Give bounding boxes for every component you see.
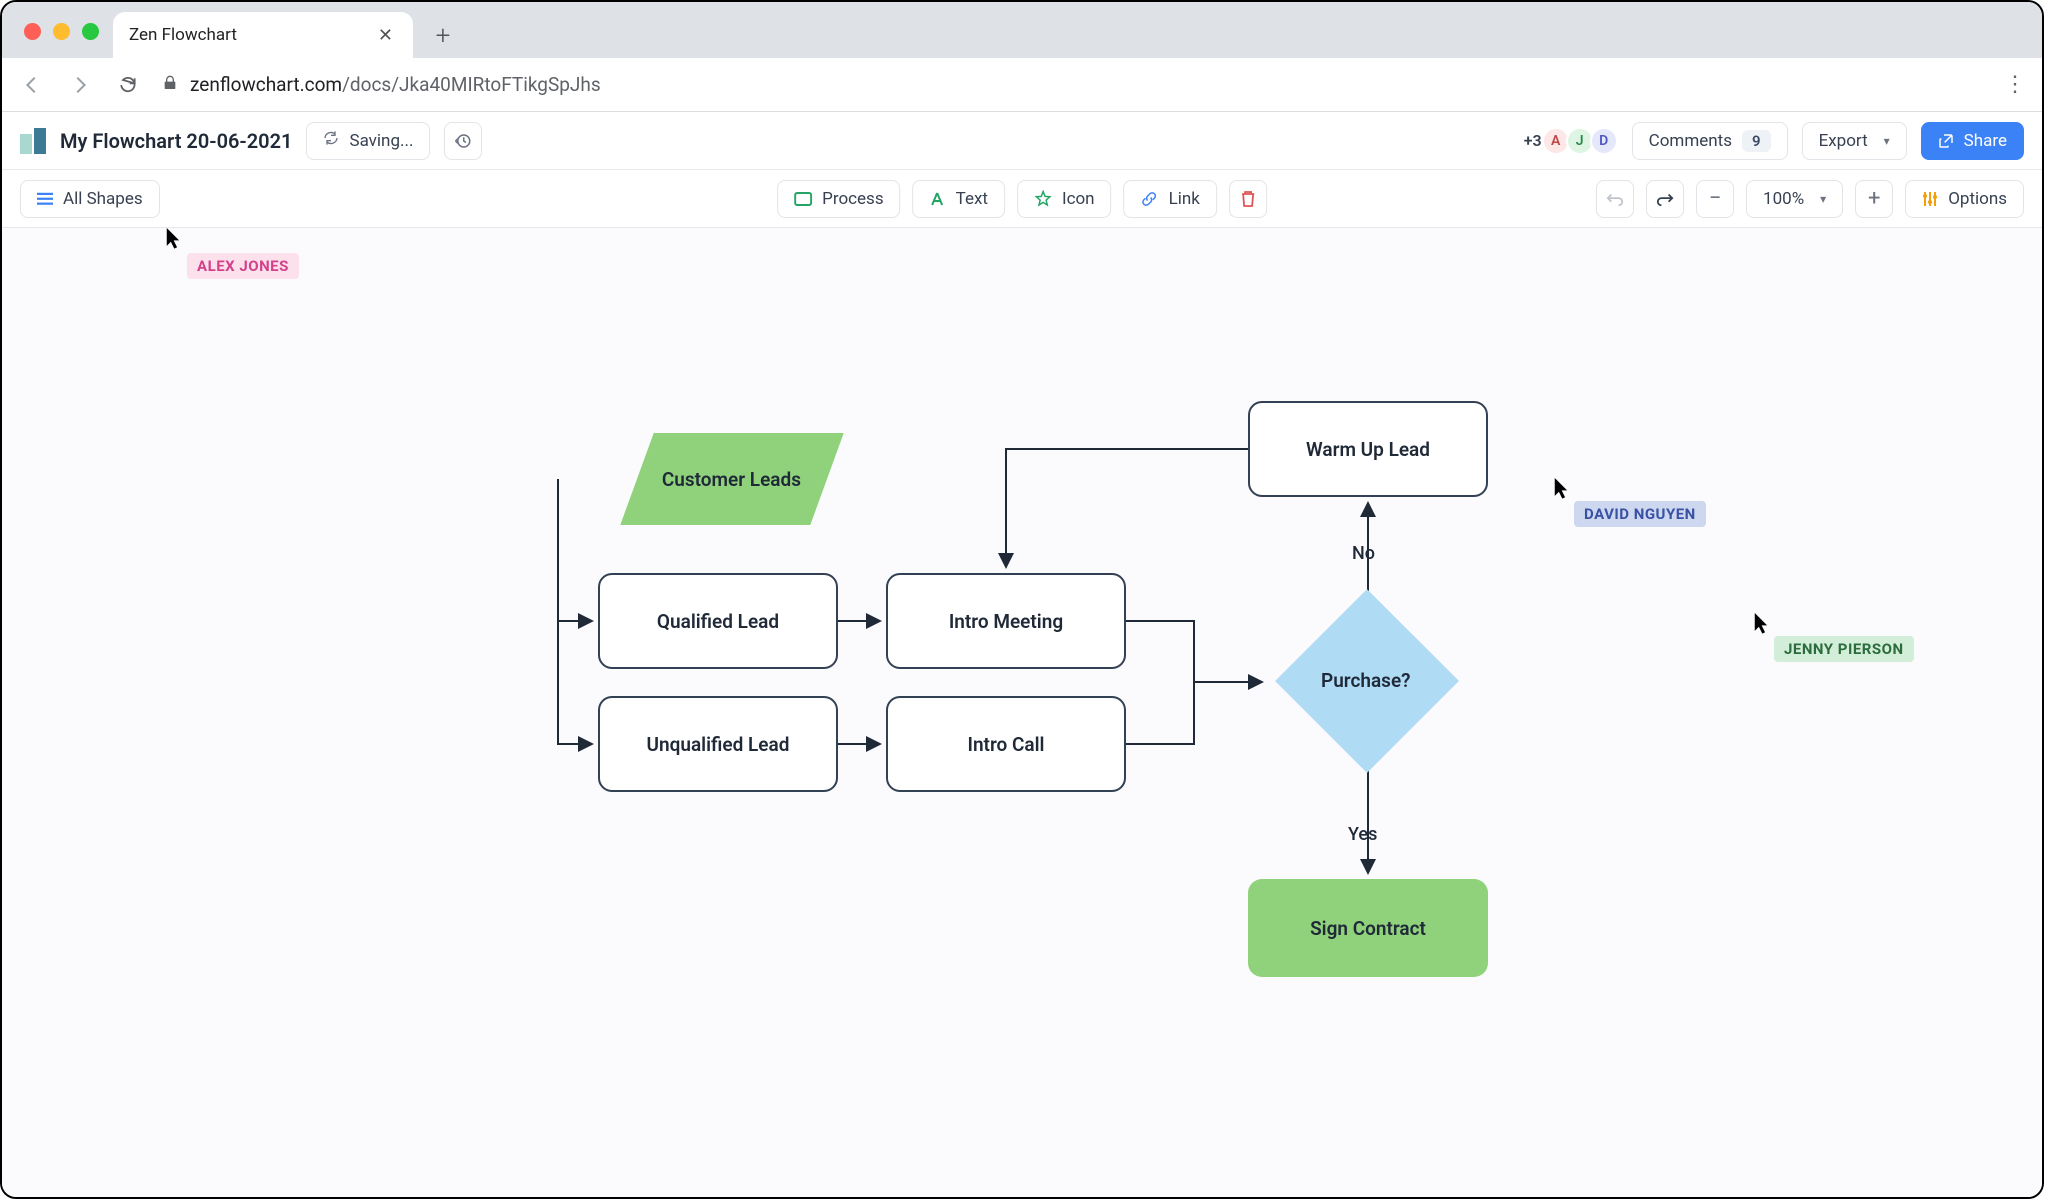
browser-tab[interactable]: Zen Flowchart ✕ (113, 12, 413, 58)
text-tool-button[interactable]: Text (913, 180, 1005, 218)
collaborator-cursor-icon (1754, 613, 1772, 635)
text-icon (930, 191, 946, 207)
browser-tabbar: Zen Flowchart ✕ + (2, 2, 2042, 58)
process-icon (794, 192, 812, 206)
node-label: Intro Meeting (949, 610, 1063, 633)
flowchart-node[interactable]: Customer Leads (620, 433, 843, 525)
close-tab-icon[interactable]: ✕ (374, 21, 397, 50)
options-button[interactable]: Options (1905, 180, 2024, 218)
link-tool-button[interactable]: Link (1124, 180, 1217, 218)
undo-button[interactable] (1596, 180, 1634, 218)
node-label: Sign Contract (1310, 917, 1426, 940)
collaborators[interactable]: +3 A J D (1524, 127, 1618, 155)
url-field[interactable]: zenflowchart.com/docs/Jka40MIRtoFTikgSpJ… (162, 73, 1984, 96)
collaborator-cursor-icon (166, 228, 184, 250)
export-button[interactable]: Export ▾ (1802, 122, 1907, 160)
document-title[interactable]: My Flowchart 20-06-2021 (60, 129, 292, 153)
delete-button[interactable] (1229, 180, 1267, 218)
flowchart-node[interactable]: Unqualified Lead (598, 696, 838, 792)
tab-title: Zen Flowchart (129, 25, 237, 45)
comments-button[interactable]: Comments 9 (1632, 122, 1788, 160)
link-icon (1141, 190, 1159, 208)
new-tab-button[interactable]: + (423, 16, 463, 56)
flowchart-canvas[interactable]: No Yes Customer Leads Qualified Lead Unquali… (2, 228, 2042, 1197)
star-icon (1034, 190, 1052, 208)
flowchart-node[interactable]: Warm Up Lead (1248, 401, 1488, 497)
close-window-button[interactable] (24, 23, 41, 40)
process-tool-button[interactable]: Process (777, 180, 900, 218)
reload-button[interactable] (114, 75, 142, 95)
window-controls (14, 23, 113, 58)
edge-label: No (1352, 543, 1375, 564)
app-header: My Flowchart 20-06-2021 Saving... +3 A J… (2, 112, 2042, 170)
redo-button[interactable] (1646, 180, 1684, 218)
flowchart-node[interactable]: Sign Contract (1248, 879, 1488, 977)
sync-icon (323, 130, 339, 151)
node-label: Purchase? (1321, 669, 1411, 692)
menu-icon (37, 192, 53, 206)
app-logo[interactable] (20, 128, 46, 154)
flowchart-node[interactable]: Intro Meeting (886, 573, 1126, 669)
history-button[interactable] (444, 122, 482, 160)
saving-status: Saving... (306, 122, 430, 160)
collaborator-cursor-label: JENNY PIERSON (1774, 636, 1914, 662)
avatar[interactable]: D (1590, 127, 1618, 155)
flowchart-node[interactable]: Intro Call (886, 696, 1126, 792)
flowchart-node[interactable]: Qualified Lead (598, 573, 838, 669)
node-label: Intro Call (967, 733, 1044, 756)
all-shapes-button[interactable]: All Shapes (20, 180, 160, 218)
lock-icon (162, 73, 178, 96)
back-button[interactable] (18, 74, 46, 96)
edge-label: Yes (1348, 824, 1377, 845)
icon-tool-button[interactable]: Icon (1017, 180, 1112, 218)
share-button[interactable]: Share (1921, 122, 2024, 160)
sliders-icon (1922, 191, 1938, 207)
node-label: Warm Up Lead (1306, 438, 1430, 461)
node-label: Unqualified Lead (647, 733, 790, 756)
minimize-window-button[interactable] (53, 23, 70, 40)
zoom-in-button[interactable]: + (1855, 180, 1893, 218)
browser-menu-button[interactable]: ⋮ (2004, 72, 2026, 97)
maximize-window-button[interactable] (82, 23, 99, 40)
chevron-down-icon: ▾ (1884, 134, 1890, 148)
node-label: Customer Leads (662, 468, 801, 491)
chevron-down-icon: ▾ (1820, 192, 1826, 206)
collaborator-cursor-icon (1554, 478, 1572, 500)
trash-icon (1240, 190, 1256, 208)
node-label: Qualified Lead (657, 610, 779, 633)
zoom-level[interactable]: 100% ▾ (1746, 180, 1843, 218)
collaborator-cursor-label: DAVID NGUYEN (1574, 501, 1706, 527)
app-toolbar: All Shapes Process Text Icon Link (2, 170, 2042, 228)
forward-button[interactable] (66, 74, 94, 96)
collaborator-cursor-label: ALEX JONES (187, 253, 299, 279)
zoom-out-button[interactable]: − (1696, 180, 1734, 218)
browser-address-bar: zenflowchart.com/docs/Jka40MIRtoFTikgSpJ… (2, 58, 2042, 112)
